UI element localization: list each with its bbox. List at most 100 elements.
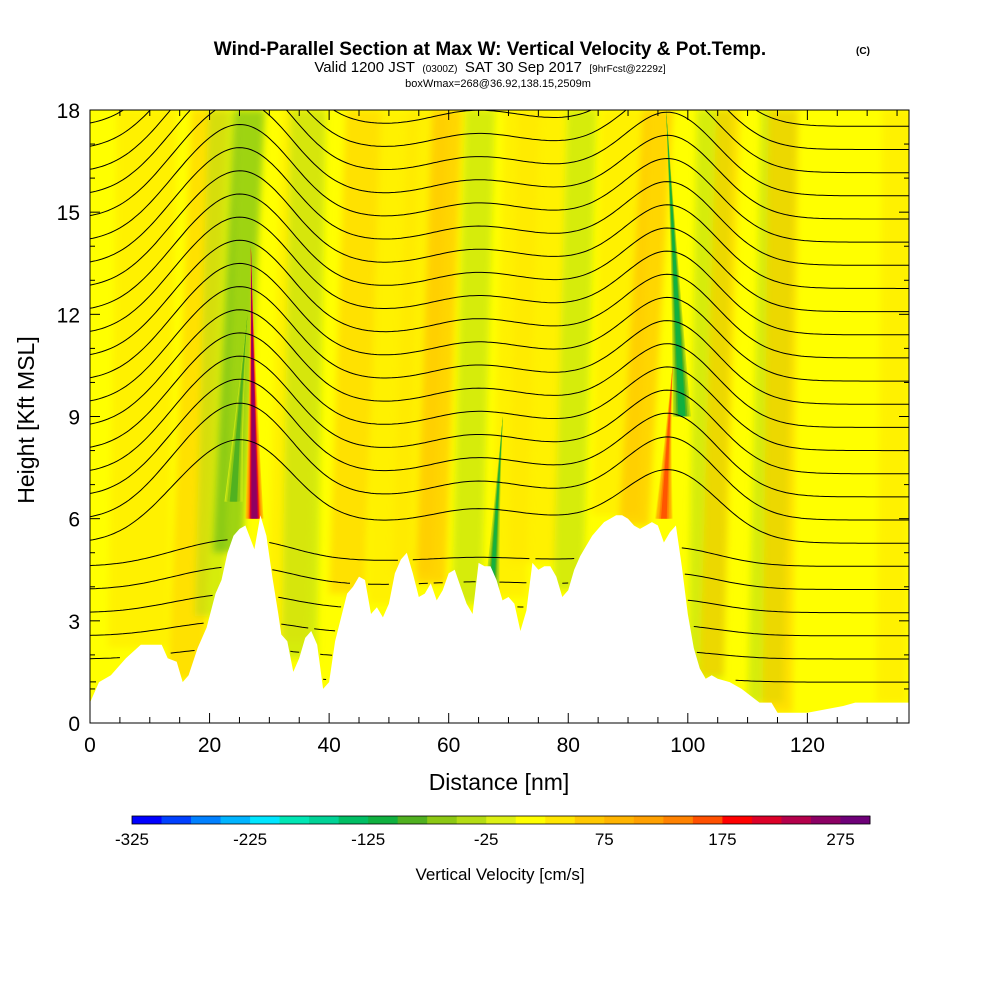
x-tick-label: 20 xyxy=(198,734,221,757)
colorbar-swatch xyxy=(515,816,546,824)
pot-temp-contour xyxy=(90,262,909,382)
colorbar-swatch xyxy=(279,816,310,824)
x-tick-label: 80 xyxy=(557,734,580,757)
colorbar-frame xyxy=(131,815,871,825)
chart-subtitle-box: boxWmax=268@36.92,138.15,2509m xyxy=(405,78,591,90)
colorbar-swatch xyxy=(220,816,251,824)
pot-temp-contour xyxy=(90,123,909,243)
colorbar-swatch xyxy=(338,816,369,824)
plot-area xyxy=(90,110,909,723)
velocity-band xyxy=(508,110,566,563)
colorbar-swatch xyxy=(751,816,782,824)
colorbar-tick-label: 175 xyxy=(708,830,736,849)
y-axis-label: Height [Kft MSL] xyxy=(13,336,39,503)
subtitle-valid: Valid 1200 JST xyxy=(314,59,415,76)
colorbar-swatch xyxy=(486,816,517,824)
updraft-core xyxy=(661,365,673,519)
velocity-band xyxy=(107,110,177,648)
chart-subtitle: Valid 1200 JST (0300Z) SAT 30 Sep 2017 [… xyxy=(314,59,666,76)
y-tick-label: 18 xyxy=(57,100,80,123)
x-tick-label: 100 xyxy=(670,734,705,757)
colorbar-swatch xyxy=(810,816,841,824)
colorbar-swatch xyxy=(545,816,576,824)
chart-title-units: (C) xyxy=(856,46,870,57)
downdraft-core xyxy=(225,314,248,502)
colorbar-swatch xyxy=(574,816,605,824)
terrain xyxy=(90,515,909,723)
pot-temp-contour xyxy=(90,566,909,590)
pot-temp-contour xyxy=(90,216,909,336)
pot-temp-contour xyxy=(90,650,909,660)
colorbar-swatch xyxy=(191,816,222,824)
pot-temp-contour xyxy=(90,193,909,313)
velocity-band xyxy=(553,110,597,591)
y-tick-label: 6 xyxy=(68,509,80,532)
pot-temp-contour xyxy=(90,378,909,498)
chart-title: Wind-Parallel Section at Max W: Vertical… xyxy=(214,39,766,60)
y-tick-label: 0 xyxy=(68,713,80,736)
velocity-band xyxy=(451,110,496,604)
downdraft-core xyxy=(483,416,503,621)
pot-temp-contour xyxy=(90,594,909,614)
pot-temp-contour xyxy=(90,110,909,127)
colorbar-tick-label: -225 xyxy=(233,830,267,849)
pot-temp-contour xyxy=(90,286,909,405)
colorbar-swatch xyxy=(840,816,871,824)
downdraft-core xyxy=(666,110,691,417)
colorbar-tick-label: -25 xyxy=(474,830,499,849)
y-tick-label: 12 xyxy=(57,304,80,327)
pot-temp-contour xyxy=(90,402,909,521)
x-tick-label: 120 xyxy=(790,734,825,757)
pot-temp-contour xyxy=(90,110,909,174)
pot-temp-contour xyxy=(90,622,909,637)
pot-temp-contour xyxy=(90,239,909,359)
pot-temp-contour xyxy=(90,147,909,266)
colorbar-swatch xyxy=(427,816,458,824)
pot-temp-contour xyxy=(90,332,909,452)
downdraft-core xyxy=(228,314,248,502)
pot-temp-contour xyxy=(90,539,909,567)
colorbar-swatch xyxy=(633,816,664,824)
subtitle-date: SAT 30 Sep 2017 xyxy=(465,59,582,76)
y-tick-label: 3 xyxy=(68,611,80,634)
downdraft-core xyxy=(230,314,248,502)
downdraft-core xyxy=(229,314,248,502)
y-axis: 0 3 6 9 12 15 18 xyxy=(57,100,909,736)
pot-temp-contour xyxy=(90,355,909,475)
colorbar-swatch xyxy=(161,816,192,824)
colorbar-tick-label: -125 xyxy=(351,830,385,849)
x-axis: 0 20 40 60 80 100 120 xyxy=(84,110,898,757)
pot-temp-contour xyxy=(90,309,909,428)
colorbar: -325 -225 -125 -25 75 175 275 xyxy=(115,815,871,849)
colorbar-swatch xyxy=(781,816,812,824)
colorbar-swatch xyxy=(132,816,163,824)
y-tick-label: 15 xyxy=(57,202,80,225)
colorbar-swatch xyxy=(722,816,753,824)
pot-temp-contour xyxy=(90,170,909,289)
colorbar-tick-label: 75 xyxy=(595,830,614,849)
pot-temp-contours xyxy=(90,110,909,683)
subtitle-forecast: [9hrFcst@2229z] xyxy=(589,64,666,75)
colorbar-swatch xyxy=(250,816,281,824)
downdraft-core xyxy=(666,110,687,417)
pot-temp-contour xyxy=(90,110,909,197)
colorbar-swatch xyxy=(397,816,428,824)
x-axis-label: Distance [nm] xyxy=(429,769,570,795)
colorbar-swatch xyxy=(456,816,487,824)
velocity-band xyxy=(762,110,799,713)
x-tick-label: 60 xyxy=(437,734,460,757)
colorbar-tick-label: 275 xyxy=(826,830,854,849)
x-tick-label: 0 xyxy=(84,734,96,757)
downdraft-core xyxy=(666,110,686,417)
y-tick-label: 9 xyxy=(68,407,80,430)
colorbar-swatch xyxy=(604,816,635,824)
colorbar-label: Vertical Velocity [cm/s] xyxy=(415,865,584,884)
updraft-core xyxy=(658,365,673,519)
updraft-core xyxy=(250,246,258,519)
pot-temp-contour xyxy=(90,110,909,220)
x-tick-label: 40 xyxy=(317,734,340,757)
pot-temp-contour xyxy=(90,439,909,544)
velocity-band xyxy=(876,110,909,703)
downdraft-core xyxy=(666,110,688,417)
